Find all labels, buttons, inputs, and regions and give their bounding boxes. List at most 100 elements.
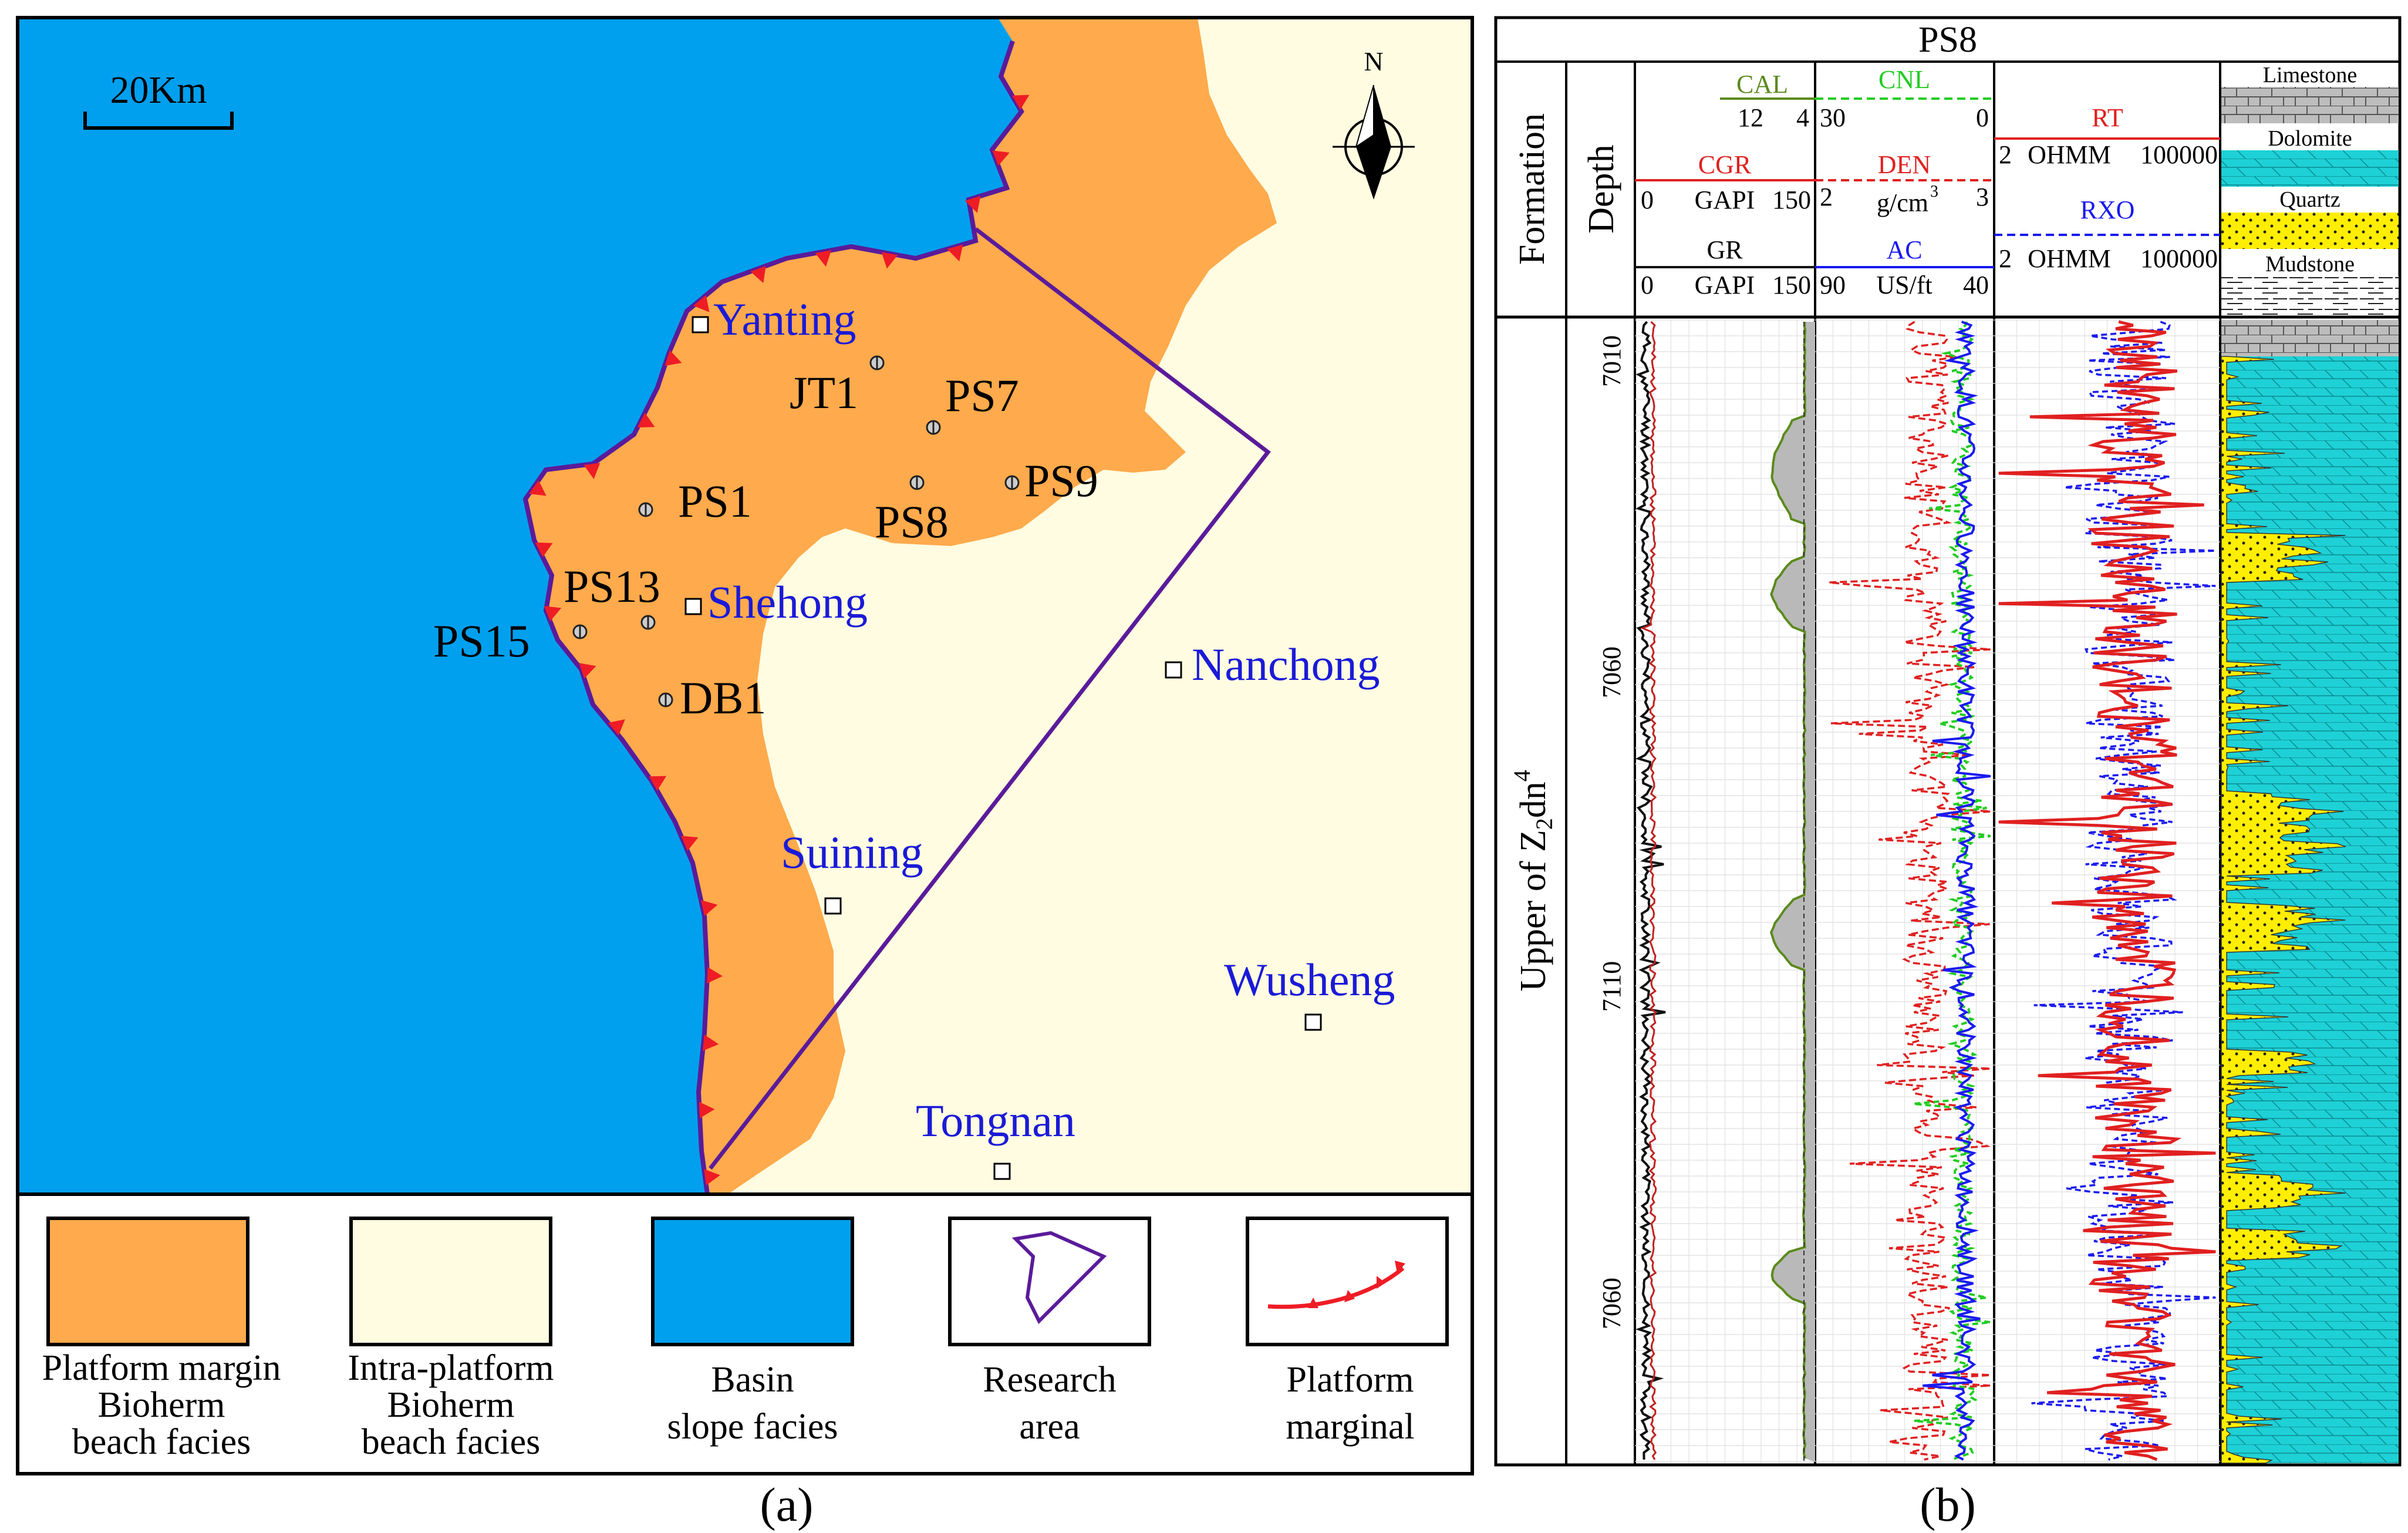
rxo-min: 2 — [1999, 244, 2012, 273]
city-marker-wusheng — [1304, 1013, 1322, 1031]
track2-header: CNL 30 0 DEN 2 g/cm 3 3 AC 90 US/ft 40 — [1815, 65, 1994, 299]
lithology-swatch-limestone — [2221, 87, 2399, 123]
legend-label-marginal-1: Platform — [1287, 1360, 1414, 1400]
well-title: PS8 — [1918, 20, 1977, 60]
gr-max: 150 — [1772, 271, 1811, 299]
city-marker-nanchong — [1165, 661, 1182, 679]
platform-margin-boundary — [522, 40, 1024, 1195]
cgr-max: 150 — [1772, 186, 1811, 214]
lithology-column — [2221, 320, 2399, 1464]
curve-label-gr: GR — [1706, 235, 1743, 264]
legend-swatch-platform-margin — [46, 1217, 249, 1346]
city-marker-yanting — [692, 316, 709, 333]
well-label-ps13: PS13 — [564, 561, 660, 612]
curve-label-cgr: CGR — [1698, 150, 1752, 179]
legend-label-basin-2: slope facies — [667, 1407, 838, 1447]
rt-max: 100000 — [2140, 140, 2218, 169]
well-ps13: PS13 — [564, 561, 660, 630]
ac-max: 40 — [1963, 271, 1989, 299]
legend-label-basin-1: Basin — [711, 1360, 794, 1400]
depth-tick-2: 7060 — [1597, 646, 1626, 698]
cnl-max: 0 — [1976, 103, 1989, 132]
well-label-ps15: PS15 — [433, 615, 530, 666]
track-grids — [1635, 319, 2220, 1463]
well-label-ps8: PS8 — [875, 496, 949, 547]
well-label-db1: DB1 — [680, 672, 766, 723]
den-min: 2 — [1820, 183, 1833, 211]
curve-label-cal: CAL — [1736, 70, 1788, 99]
well-label-ps7: PS7 — [945, 370, 1019, 421]
platform-margin-area — [525, 18, 1277, 1194]
well-log-panel: PS8 Formation Depth CAL 12 4 CGR 0 GAPI … — [1494, 16, 2402, 1531]
cal-min: 12 — [1738, 103, 1763, 132]
lithology-swatch-quartz — [2221, 213, 2399, 249]
city-marker-suining — [824, 897, 842, 915]
basin-area — [18, 18, 1021, 1194]
well-db1: DB1 — [658, 672, 766, 723]
legend-label-intra-platform-2: Bioherm — [387, 1385, 515, 1425]
well-label-ps1: PS1 — [678, 476, 752, 527]
city-label-suining: Suining — [781, 827, 923, 878]
lithology-label-limestone: Limestone — [2263, 63, 2357, 87]
well-label-ps9: PS9 — [1024, 455, 1098, 506]
legend-label-intra-platform-1: Intra-platform — [348, 1348, 554, 1388]
depth-tick-1: 7010 — [1597, 335, 1626, 387]
gr-unit: GAPI — [1695, 271, 1755, 299]
legend-label-research-1: Research — [983, 1360, 1116, 1400]
legend-swatch-basin — [651, 1217, 854, 1346]
well-label-jt1: JT1 — [790, 367, 858, 418]
rxo-max: 100000 — [2140, 244, 2218, 273]
lithology-label-dolomite: Dolomite — [2268, 126, 2352, 151]
cgr-min: 0 — [1641, 186, 1654, 214]
rt-unit: OHMM — [2028, 140, 2111, 169]
curve-label-den: DEN — [1878, 150, 1931, 179]
scale-bar-label: 20Km — [110, 69, 207, 112]
panel-label-b: (b) — [1920, 1478, 1976, 1531]
research-area-outline — [709, 227, 1271, 1170]
panel-label-a: (a) — [760, 1478, 813, 1531]
well-jt1: JT1 — [790, 355, 885, 418]
platform-margin-teeth — [529, 95, 1030, 1185]
legend-label-platform-margin-2: Bioherm — [98, 1385, 225, 1425]
curve-label-rt: RT — [2092, 103, 2123, 132]
ac-min: 90 — [1820, 271, 1846, 299]
city-label-wusheng: Wusheng — [1224, 954, 1395, 1005]
formation-label: Upper of Z2dn4 — [1509, 770, 1557, 991]
ac-unit: US/ft — [1876, 271, 1932, 299]
legend-label-platform-margin-3: beach facies — [72, 1422, 251, 1462]
legend-label-research-2: area — [1019, 1407, 1080, 1447]
cal-max: 4 — [1796, 103, 1809, 132]
den-unit-sup: 3 — [1930, 183, 1938, 201]
cgr-unit: GAPI — [1695, 186, 1755, 214]
legend-label-marginal-2: marginal — [1286, 1407, 1414, 1447]
well-ps15: PS15 — [433, 615, 588, 666]
legend-swatches — [46, 1217, 1449, 1346]
city-marker-shehong — [684, 598, 702, 615]
den-unit: g/cm — [1877, 188, 1928, 217]
header-formation: Formation — [1512, 113, 1552, 265]
legend-swatch-platform-marginal — [1246, 1217, 1449, 1346]
depth-tick-3: 7110 — [1597, 961, 1626, 1012]
well-ps1: PS1 — [638, 476, 752, 527]
well-ps7: PS7 — [926, 370, 1019, 435]
gr-min: 0 — [1641, 271, 1654, 299]
city-label-shehong: Shehong — [707, 577, 868, 628]
north-arrow-icon: N — [1333, 46, 1415, 200]
well-ps8: PS8 — [875, 475, 949, 547]
city-label-tongnan: Tongnan — [916, 1095, 1075, 1146]
well-ps9: PS9 — [1004, 455, 1098, 506]
platform-marginal-icon — [1267, 1266, 1405, 1309]
lithology-swatch-dolomite — [2221, 150, 2399, 187]
rxo-unit: OHMM — [2028, 244, 2111, 273]
den-max: 3 — [1976, 183, 1989, 211]
lithology-legend: Limestone Dolomite Quartz Mudstone — [2221, 63, 2399, 315]
research-area-icon — [1011, 1231, 1107, 1325]
lithology-swatch-mudstone — [2221, 276, 2399, 315]
legend-label-platform-margin-1: Platform margin — [42, 1348, 281, 1388]
legend-swatch-research-area — [948, 1217, 1151, 1346]
curve-label-ac: AC — [1886, 235, 1922, 264]
log-curves — [1635, 320, 2216, 1462]
city-label-yanting: Yanting — [713, 294, 856, 345]
curve-label-cnl: CNL — [1878, 65, 1930, 94]
